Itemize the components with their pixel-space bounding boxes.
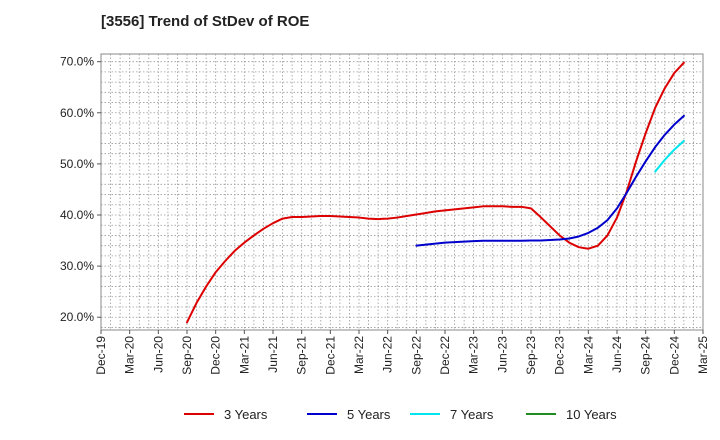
- x-tick-label: Jun-24: [610, 336, 624, 373]
- series-line-5-years: [415, 114, 685, 247]
- legend-item: 10 Years: [526, 407, 617, 422]
- x-tick-label: Sep-21: [295, 336, 309, 375]
- x-tick-label: Dec-23: [553, 336, 567, 375]
- x-tick-label: Sep-22: [409, 336, 423, 375]
- x-tick-label: Jun-23: [495, 336, 509, 373]
- series-line-7-years: [654, 139, 685, 173]
- x-tick-label: Sep-24: [639, 336, 653, 375]
- x-tick-label: Mar-20: [123, 336, 137, 374]
- legend-item: 3 Years: [184, 407, 268, 422]
- x-tick-label: Dec-20: [209, 336, 223, 375]
- x-tick-label: Mar-25: [696, 336, 710, 374]
- y-tick-label: 20.0%: [60, 310, 94, 324]
- legend-item: 7 Years: [410, 407, 494, 422]
- x-tick-label: Mar-21: [237, 336, 251, 374]
- x-tick-label: Mar-24: [581, 336, 595, 374]
- x-tick-label: Mar-23: [467, 336, 481, 374]
- grid: [101, 54, 703, 330]
- y-tick-label: 60.0%: [60, 106, 94, 120]
- x-axis-ticks: Dec-19 Mar-20 Jun-20 Sep-20 Dec-20 Mar-21 Jun-…: [94, 330, 710, 375]
- legend-label: 3 Years: [224, 407, 268, 422]
- y-axis-ticks: 20.0% 30.0% 40.0% 50.0% 60.0% 70.0%: [60, 55, 101, 324]
- x-tick-label: Jun-20: [151, 336, 165, 373]
- x-tick-label: Sep-23: [524, 336, 538, 375]
- series-lines: [186, 61, 685, 324]
- series-line-3-years: [186, 61, 685, 324]
- y-tick-label: 70.0%: [60, 55, 94, 69]
- x-tick-label: Jun-22: [381, 336, 395, 373]
- legend-label: 7 Years: [450, 407, 494, 422]
- y-tick-label: 30.0%: [60, 259, 94, 273]
- x-tick-label: Dec-24: [667, 336, 681, 375]
- plot-area-frame: [100, 53, 704, 331]
- legend: 3 Years 5 Years 7 Years 10 Years: [184, 407, 617, 422]
- legend-label: 5 Years: [347, 407, 391, 422]
- legend-label: 10 Years: [566, 407, 617, 422]
- x-tick-label: Dec-22: [438, 336, 452, 375]
- y-tick-label: 40.0%: [60, 208, 94, 222]
- x-tick-label: Mar-22: [352, 336, 366, 374]
- chart-title: [3556] Trend of StDev of ROE: [101, 13, 310, 30]
- x-tick-label: Sep-20: [180, 336, 194, 375]
- x-tick-label: Jun-21: [266, 336, 280, 373]
- y-tick-label: 50.0%: [60, 157, 94, 171]
- x-tick-label: Dec-21: [323, 336, 337, 375]
- x-tick-label: Dec-19: [94, 336, 108, 375]
- legend-item: 5 Years: [307, 407, 391, 422]
